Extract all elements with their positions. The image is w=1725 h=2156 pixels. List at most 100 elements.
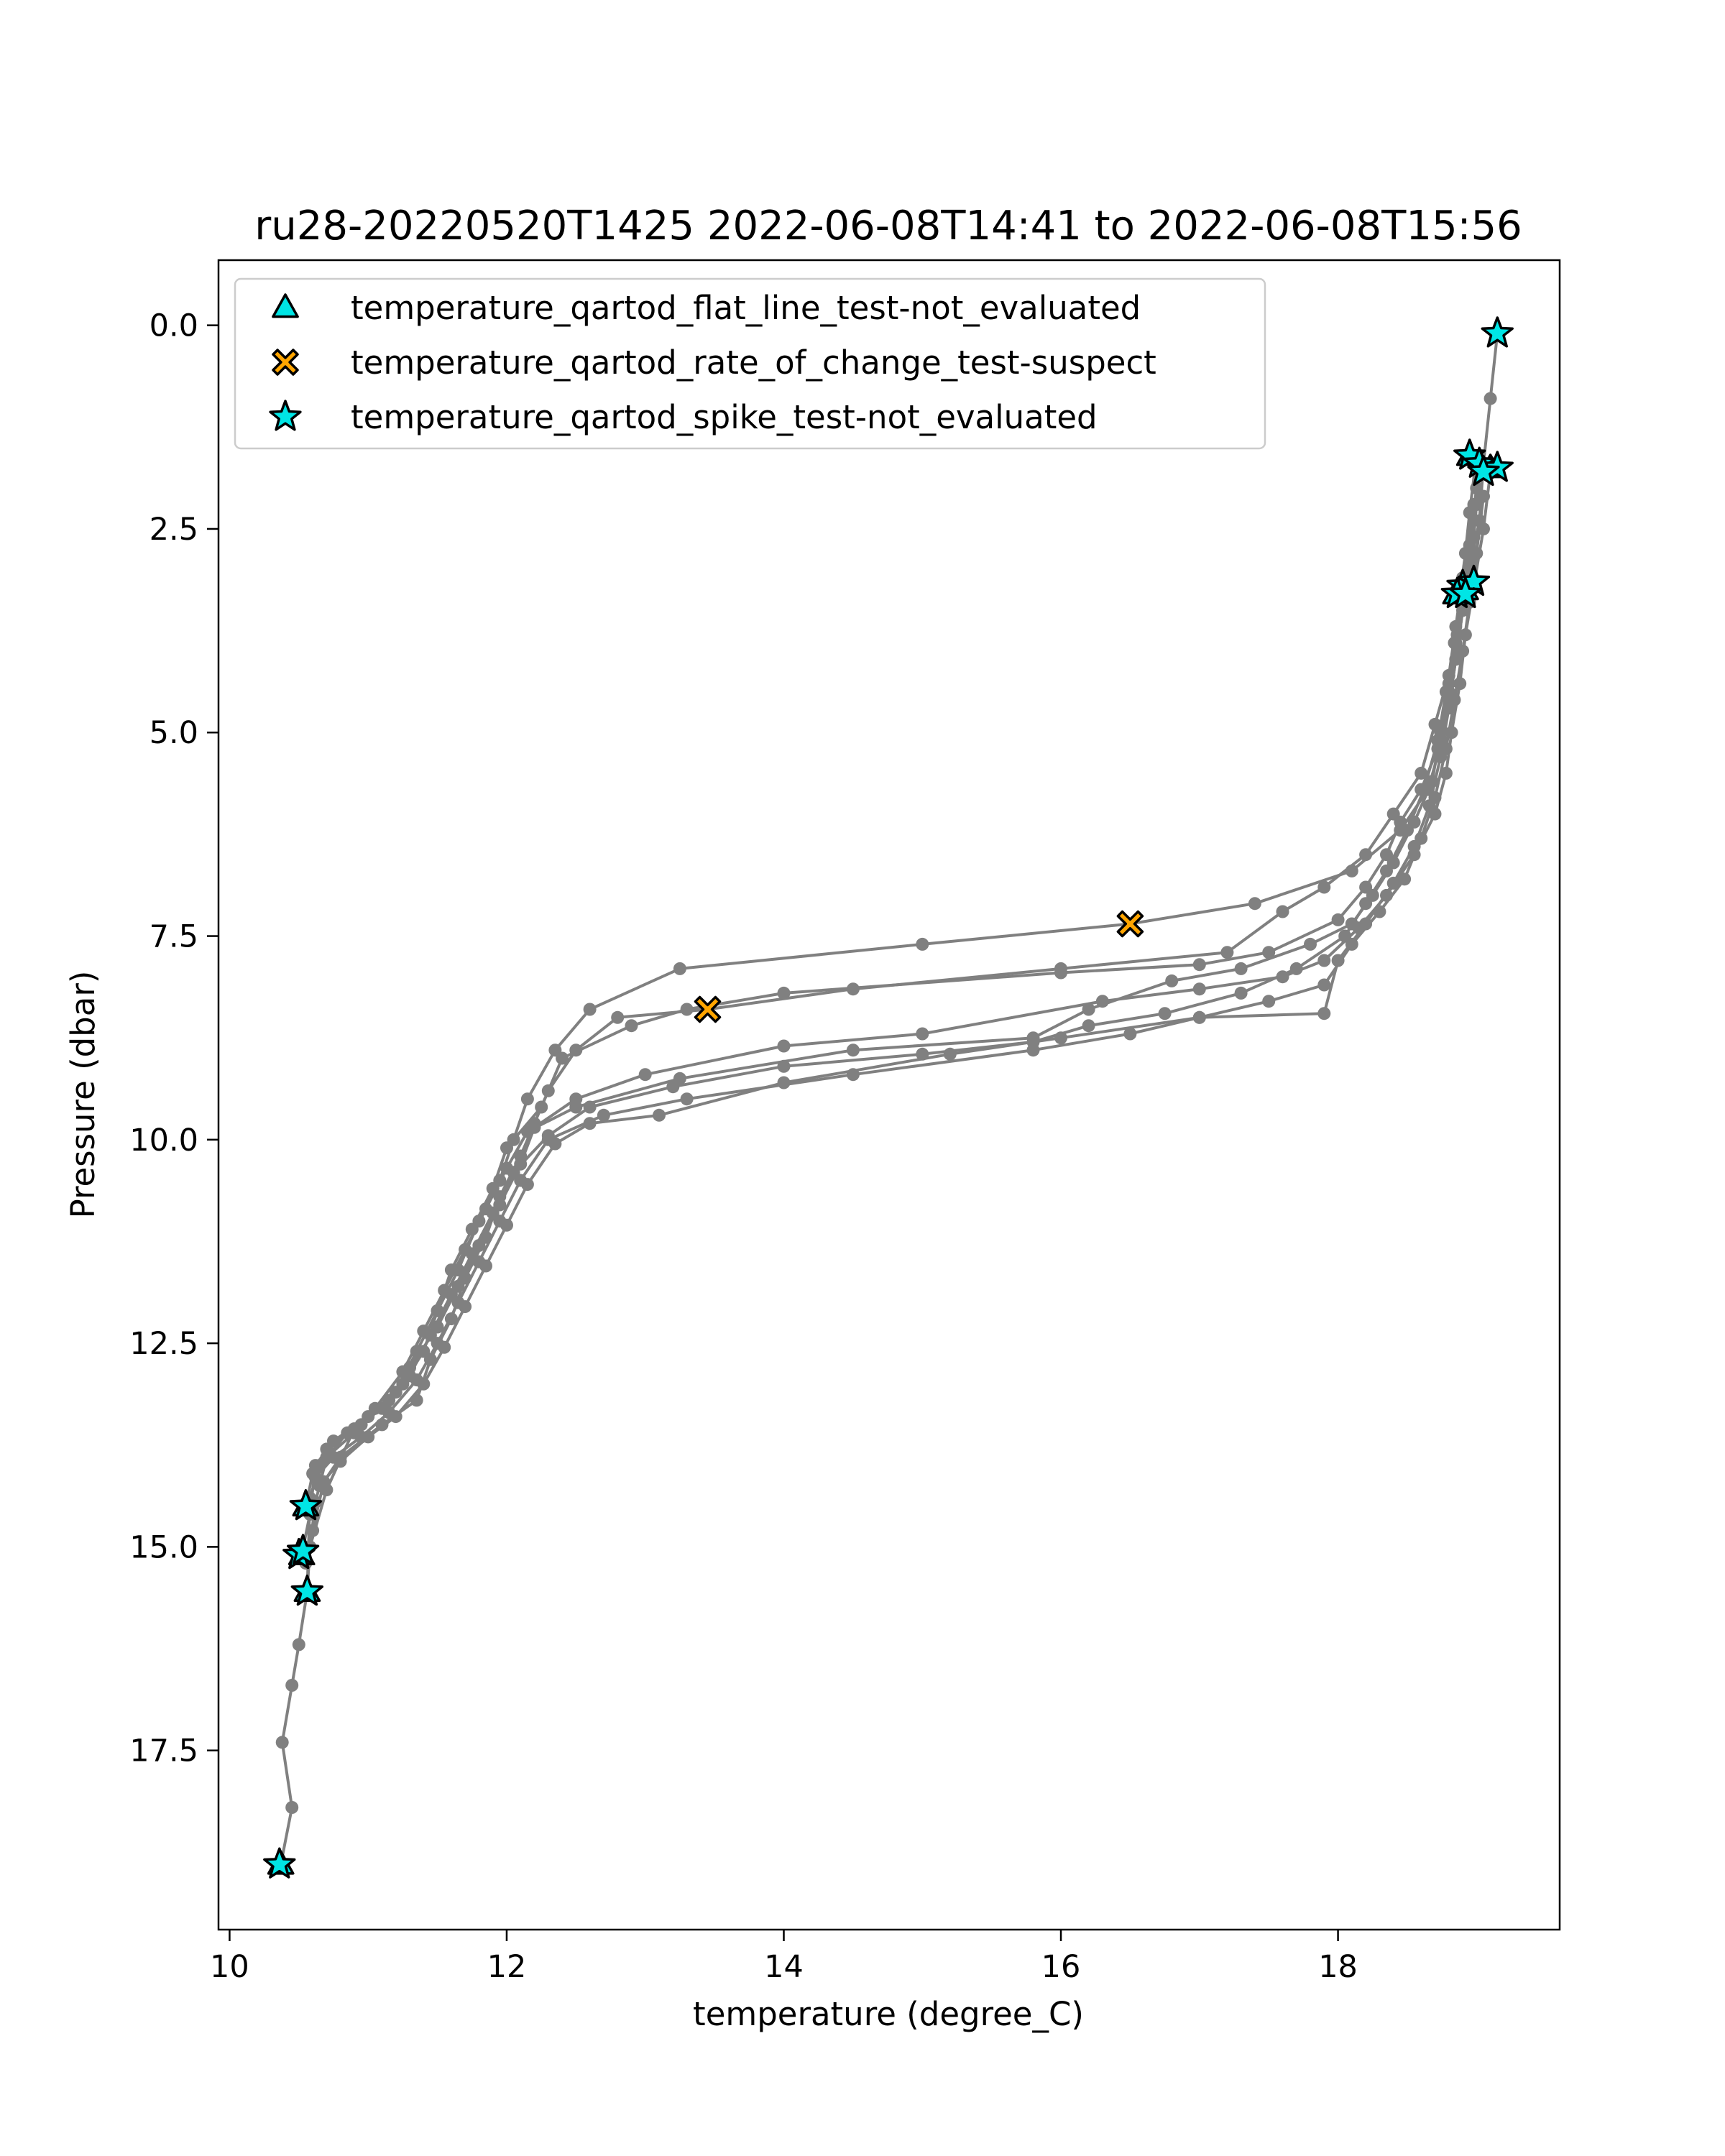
flag-marker-star — [290, 1574, 324, 1606]
flag-marker-star — [263, 1847, 296, 1879]
profile-point — [1439, 766, 1453, 780]
legend-marker-triangle — [272, 293, 299, 318]
y-axis: 0.0 2.5 5.0 7.5 10.0 12.5 15.0 17.5 — [129, 308, 218, 1769]
y-tick-label: 10.0 — [129, 1123, 198, 1158]
profile-point — [1431, 734, 1445, 747]
profile-point — [1401, 824, 1414, 837]
profile-point — [1449, 653, 1463, 666]
profile-point — [1317, 978, 1331, 992]
profile-point — [1158, 1007, 1172, 1021]
plot-area — [263, 316, 1514, 1879]
profile-point — [1304, 937, 1317, 951]
profile-point — [583, 1100, 597, 1114]
profile-point — [1414, 766, 1428, 780]
profile-point — [625, 1019, 638, 1033]
profile-point — [1082, 1019, 1095, 1033]
profile-point — [611, 1010, 625, 1024]
profile-point — [500, 1218, 513, 1232]
profile-point — [777, 986, 791, 1000]
profile-point — [1407, 839, 1421, 853]
profile-point — [285, 1801, 299, 1814]
profile-point — [1434, 750, 1448, 764]
y-tick-label: 7.5 — [150, 919, 198, 955]
legend-label-spike: temperature_qartod_spike_test-not_evalua… — [351, 398, 1098, 436]
profile-point — [1484, 392, 1497, 405]
profile-point — [583, 1117, 597, 1130]
profile-point — [362, 1430, 375, 1444]
profile-point — [680, 1003, 694, 1016]
profile-point — [1317, 880, 1331, 894]
profile-point — [943, 1047, 957, 1061]
profile-8 — [313, 498, 1484, 1493]
profile-point — [916, 1027, 929, 1041]
profile-point — [1234, 986, 1248, 1000]
profile-point — [1331, 954, 1345, 967]
profile-point — [653, 1108, 666, 1122]
profile-point — [1464, 555, 1478, 568]
profile-point — [1470, 498, 1484, 511]
profile-point — [1123, 1027, 1137, 1041]
flag-marker-star — [1481, 316, 1514, 348]
profile-point — [520, 1178, 534, 1192]
profile-point — [1192, 982, 1206, 996]
profile-point — [479, 1259, 492, 1273]
x-tick-label: 10 — [210, 1949, 249, 1985]
profile-point — [569, 1100, 583, 1114]
plot-frame — [217, 259, 1561, 1931]
profile-point — [777, 1059, 791, 1073]
profile-point — [556, 1051, 569, 1065]
profile-point — [846, 1044, 860, 1057]
profile-point — [1026, 1044, 1040, 1057]
profile-point — [1331, 913, 1345, 926]
profile-point — [500, 1141, 513, 1155]
chart-title: ru28-20220520T1425 2022-06-08T14:41 to 2… — [254, 203, 1522, 249]
profile-point — [334, 1455, 347, 1468]
legend-marker-star — [269, 400, 302, 431]
profile-point — [1398, 872, 1412, 886]
profile-point — [313, 1479, 326, 1493]
profile-point — [1054, 966, 1067, 980]
profile-point — [1422, 799, 1436, 813]
profile-point — [285, 1679, 299, 1692]
flag-marker-star — [289, 1489, 323, 1521]
x-axis: 10 12 14 16 18 — [210, 1930, 1358, 1985]
profile-point — [1165, 974, 1179, 987]
y-tick-label: 15.0 — [129, 1529, 198, 1565]
profile-point — [1289, 962, 1303, 975]
profile-point — [389, 1410, 402, 1424]
profile-point — [520, 1092, 534, 1106]
x-tick-label: 14 — [764, 1949, 804, 1985]
profile-point — [916, 937, 929, 951]
y-tick-label: 5.0 — [150, 715, 198, 751]
profile-point — [666, 1080, 680, 1094]
flag-marker-star — [1467, 454, 1500, 487]
profile-point — [777, 1076, 791, 1089]
y-tick-label: 0.0 — [150, 308, 198, 344]
legend-marker-triangle — [272, 293, 299, 318]
profile-point — [597, 1108, 610, 1122]
legend-label-rate-of-change: temperature_qartod_rate_of_change_test-s… — [351, 344, 1156, 382]
profile-point — [459, 1300, 472, 1314]
profile-line — [314, 496, 1485, 1479]
profile-point — [438, 1340, 451, 1354]
profile-point — [1220, 946, 1234, 959]
profile-point — [1317, 954, 1331, 967]
profile-point — [1417, 783, 1431, 796]
flag-series-x — [694, 910, 1144, 1023]
profile-point — [1276, 905, 1289, 918]
legend-box — [234, 277, 1266, 450]
profile-point — [292, 1638, 305, 1651]
x-tick-label: 18 — [1318, 1949, 1358, 1985]
profile-point — [520, 1125, 534, 1138]
profile-point — [777, 1039, 791, 1053]
profile-point — [1262, 995, 1276, 1008]
legend: temperature_qartod_flat_line_test-not_ev… — [234, 277, 1266, 450]
x-tick-label: 12 — [487, 1949, 527, 1985]
profile-point — [1359, 917, 1373, 931]
profile-point — [275, 1736, 289, 1749]
y-tick-label: 2.5 — [150, 512, 198, 548]
profile-point — [673, 962, 686, 975]
profile-point — [1082, 1003, 1095, 1016]
profile-point — [638, 1068, 652, 1082]
